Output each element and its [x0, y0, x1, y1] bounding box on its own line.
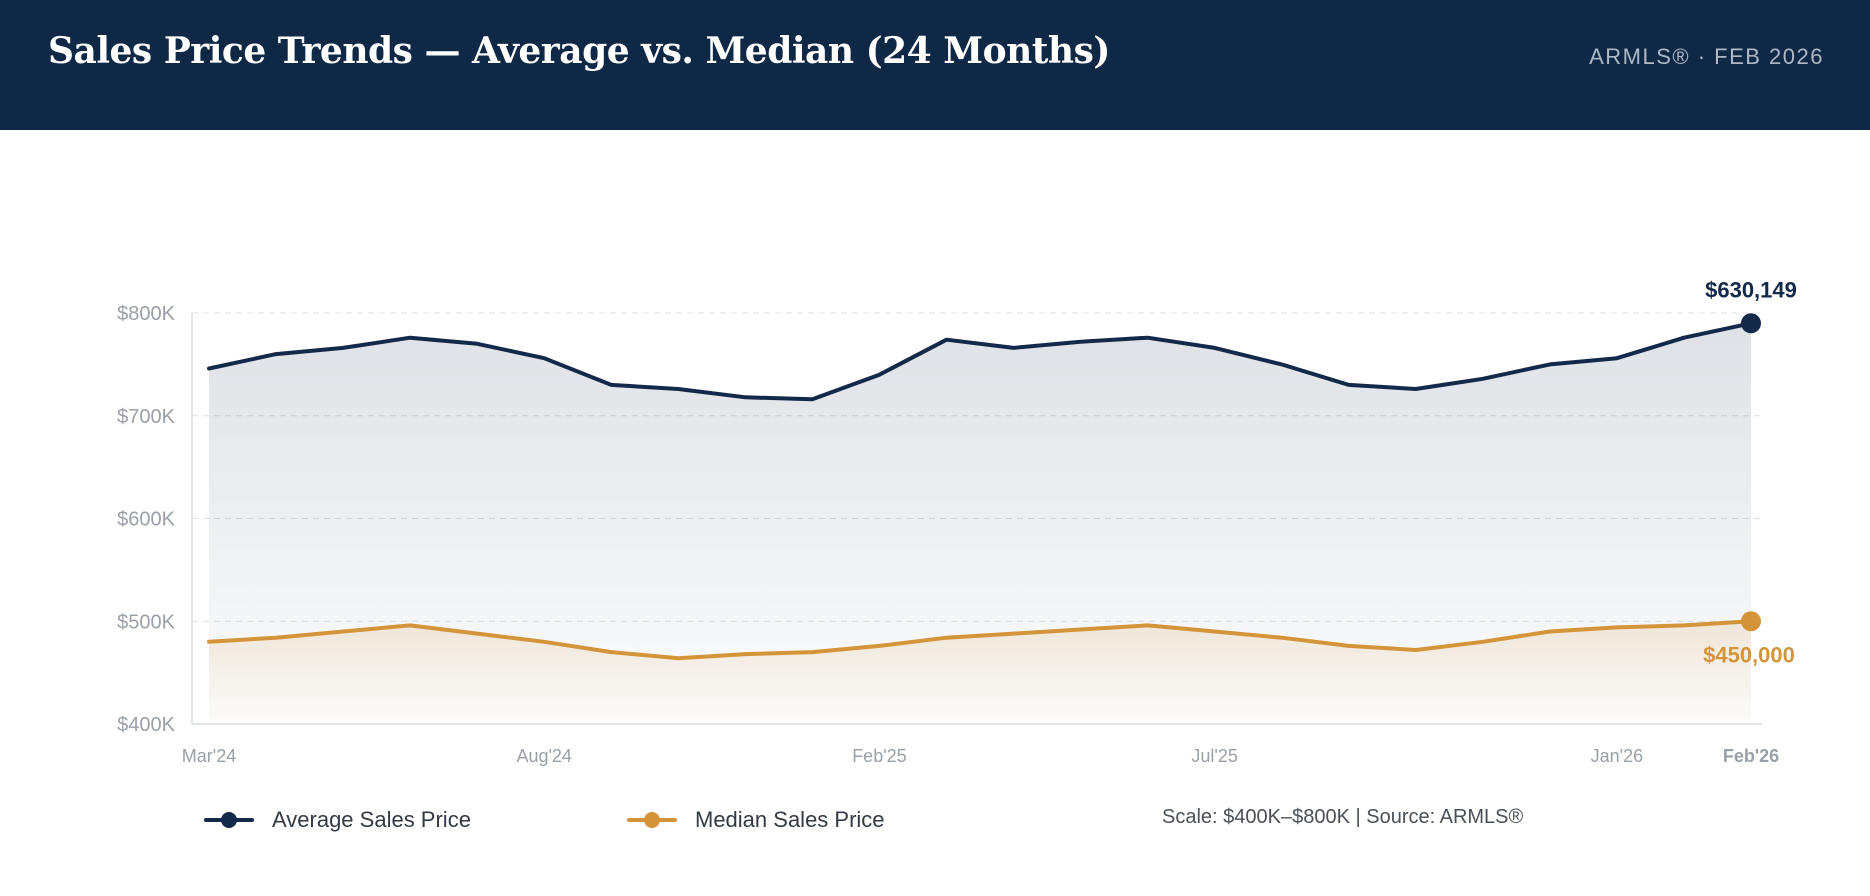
average-line — [207, 321, 1753, 402]
median-point — [1280, 636, 1284, 640]
legend-median: Median Sales Price — [627, 800, 885, 840]
page-title: Sales Price Trends — Average vs. Median … — [48, 30, 1110, 72]
average-point — [877, 373, 881, 377]
average-point — [676, 387, 680, 391]
median-point — [1615, 625, 1619, 629]
x-tick-label: Jul'25 — [1191, 746, 1237, 766]
x-tick-label: Feb'26 — [1723, 746, 1779, 766]
median-end-label: $450,000 — [1703, 642, 1795, 667]
average-point — [1012, 346, 1016, 350]
average-point — [944, 338, 948, 342]
median-point — [1481, 640, 1485, 644]
series-lines — [207, 313, 1761, 661]
average-point — [1481, 377, 1485, 381]
average-point — [609, 383, 613, 387]
median-point — [341, 630, 345, 634]
legend-average: Average Sales Price — [204, 800, 471, 840]
average-point — [1079, 340, 1083, 344]
average-area — [209, 323, 1751, 724]
y-tick-label: $400K — [117, 714, 175, 736]
median-point — [1213, 630, 1217, 634]
x-tick-label: Feb'25 — [852, 746, 906, 766]
legend-average-label: Average Sales Price — [272, 807, 471, 832]
median-point — [810, 650, 814, 654]
average-end-label: $630,149 — [1705, 277, 1797, 302]
median-point — [1012, 632, 1016, 636]
average-point — [408, 336, 412, 340]
median-point — [475, 632, 479, 636]
source-date-label: ARMLS® · FEB 2026 — [1589, 44, 1824, 69]
average-point — [1213, 346, 1217, 350]
average-point — [1280, 362, 1284, 366]
average-end-marker — [1741, 313, 1761, 334]
median-point — [1548, 630, 1552, 634]
median-point — [408, 623, 412, 627]
scale-source-note: Scale: $400K–$800K | Source: ARMLS® — [1162, 806, 1524, 828]
median-point — [743, 652, 747, 656]
average-point — [542, 356, 546, 360]
y-axis-labels: $800K $700K $600K $500K $400K — [117, 303, 175, 736]
average-point — [1682, 336, 1686, 340]
x-axis-labels: Mar'24 Aug'24 Feb'25 Jul'25 Jan'26 Feb'26 — [182, 746, 1779, 766]
legend-average-swatch — [204, 812, 254, 828]
median-point — [542, 640, 546, 644]
median-line — [207, 619, 1753, 661]
median-point — [676, 656, 680, 660]
y-tick-label: $700K — [117, 406, 175, 428]
median-point — [877, 644, 881, 648]
average-point — [743, 395, 747, 399]
median-point — [274, 636, 278, 640]
median-point — [1146, 623, 1150, 627]
x-tick-label: Mar'24 — [182, 746, 236, 766]
average-point — [1347, 383, 1351, 387]
end-value-labels: $630,149 $450,000 — [1703, 277, 1797, 667]
average-point — [1146, 336, 1150, 340]
average-point — [274, 352, 278, 356]
average-point — [1548, 362, 1552, 366]
median-point — [609, 650, 613, 654]
series-areas — [209, 323, 1751, 724]
average-point — [475, 342, 479, 346]
x-tick-label: Aug'24 — [516, 746, 572, 766]
y-tick-label: $500K — [117, 611, 175, 633]
legend-median-swatch — [627, 812, 677, 828]
header-bar: Sales Price Trends — Average vs. Median … — [0, 0, 1870, 130]
y-tick-label: $600K — [117, 509, 175, 531]
x-tick-label: Jan'26 — [1591, 746, 1643, 766]
median-point — [944, 636, 948, 640]
average-point — [1615, 356, 1619, 360]
median-point — [1682, 623, 1686, 627]
average-point — [207, 366, 211, 370]
y-tick-label: $800K — [117, 303, 175, 325]
median-end-marker — [1741, 611, 1761, 632]
average-point — [341, 346, 345, 350]
average-point — [810, 397, 814, 401]
median-point — [1347, 644, 1351, 648]
median-point — [1414, 648, 1418, 652]
median-point — [207, 640, 211, 644]
average-point — [1414, 387, 1418, 391]
median-point — [1079, 627, 1083, 631]
legend-median-label: Median Sales Price — [695, 807, 885, 832]
